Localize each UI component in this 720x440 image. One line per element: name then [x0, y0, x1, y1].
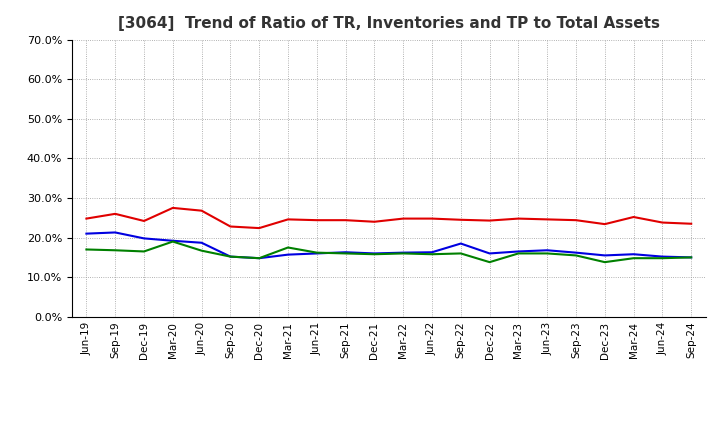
Trade Payables: [399, 251, 408, 256]
Trade Payables: [687, 255, 696, 260]
Trade Receivables: [456, 217, 465, 222]
Trade Payables: [485, 260, 494, 265]
Trade Payables: [284, 245, 292, 250]
Inventories: [428, 249, 436, 255]
Trade Receivables: [600, 221, 609, 227]
Trade Receivables: [658, 220, 667, 225]
Trade Receivables: [111, 211, 120, 216]
Trade Payables: [140, 249, 148, 254]
Trade Payables: [543, 251, 552, 256]
Inventories: [82, 231, 91, 236]
Inventories: [197, 240, 206, 246]
Trade Payables: [197, 248, 206, 253]
Trade Receivables: [168, 205, 177, 210]
Inventories: [514, 249, 523, 254]
Trade Payables: [226, 254, 235, 259]
Inventories: [658, 254, 667, 259]
Inventories: [255, 256, 264, 261]
Trade Payables: [428, 252, 436, 257]
Trade Payables: [629, 256, 638, 261]
Trade Payables: [370, 252, 379, 257]
Trade Payables: [312, 250, 321, 255]
Trade Payables: [168, 239, 177, 244]
Trade Payables: [456, 251, 465, 256]
Trade Payables: [658, 256, 667, 261]
Trade Receivables: [255, 225, 264, 231]
Trade Payables: [514, 251, 523, 256]
Inventories: [485, 251, 494, 256]
Inventories: [456, 241, 465, 246]
Title: [3064]  Trend of Ratio of TR, Inventories and TP to Total Assets: [3064] Trend of Ratio of TR, Inventories…: [118, 16, 660, 32]
Trade Receivables: [226, 224, 235, 229]
Inventories: [284, 252, 292, 257]
Trade Receivables: [428, 216, 436, 221]
Inventories: [543, 248, 552, 253]
Trade Receivables: [572, 217, 580, 223]
Inventories: [600, 253, 609, 258]
Trade Payables: [600, 260, 609, 265]
Inventories: [168, 238, 177, 243]
Trade Receivables: [341, 217, 350, 223]
Trade Payables: [111, 248, 120, 253]
Trade Payables: [255, 256, 264, 261]
Inventories: [399, 250, 408, 255]
Trade Receivables: [140, 218, 148, 224]
Trade Receivables: [399, 216, 408, 221]
Trade Receivables: [687, 221, 696, 226]
Inventories: [687, 255, 696, 260]
Inventories: [341, 249, 350, 255]
Trade Payables: [341, 251, 350, 256]
Trade Receivables: [82, 216, 91, 221]
Inventories: [629, 252, 638, 257]
Inventories: [140, 236, 148, 241]
Trade Receivables: [197, 208, 206, 213]
Trade Receivables: [485, 218, 494, 223]
Inventories: [312, 251, 321, 256]
Inventories: [370, 251, 379, 256]
Inventories: [111, 230, 120, 235]
Trade Receivables: [370, 219, 379, 224]
Trade Receivables: [312, 217, 321, 223]
Trade Receivables: [284, 217, 292, 222]
Line: Inventories: Inventories: [86, 232, 691, 258]
Trade Payables: [82, 247, 91, 252]
Line: Trade Payables: Trade Payables: [86, 242, 691, 262]
Trade Payables: [572, 253, 580, 258]
Trade Receivables: [514, 216, 523, 221]
Trade Receivables: [543, 217, 552, 222]
Trade Receivables: [629, 214, 638, 220]
Inventories: [572, 250, 580, 255]
Inventories: [226, 254, 235, 259]
Line: Trade Receivables: Trade Receivables: [86, 208, 691, 228]
